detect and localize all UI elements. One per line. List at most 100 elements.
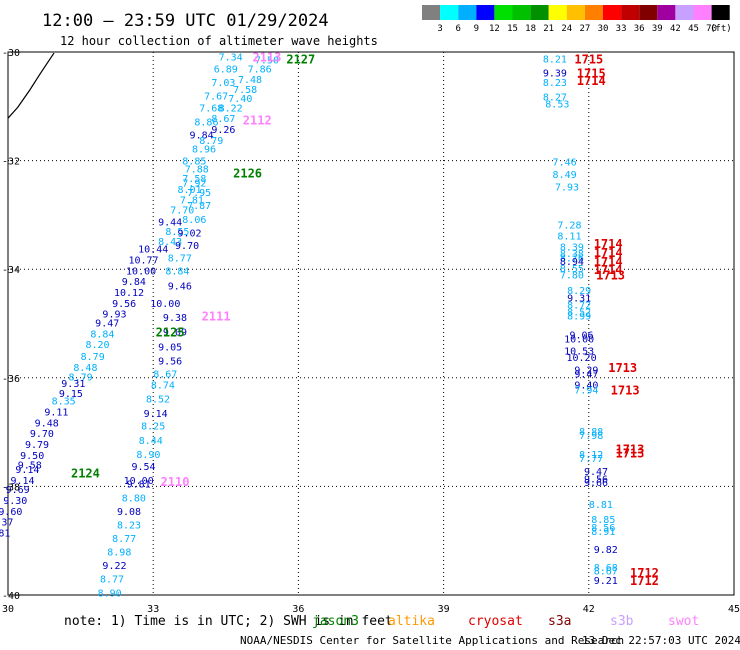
wave-height-value: 7.48 [238,75,262,86]
wave-height-value: 9.39 [543,69,567,80]
wave-height-value: 9.47 [95,318,119,329]
legend-tick-label: 6 [455,24,460,34]
wave-height-value: 8.53 [545,100,569,111]
legend-tick-label: 42 [670,24,681,34]
wave-height-value: 8.49 [553,170,577,181]
satellite-name: s3a [548,614,571,629]
wave-height-value: 8.52 [146,394,170,405]
wave-height-value: 9.81 [0,529,10,540]
wave-height-value: 10.12 [114,288,144,299]
wave-height-value: 9.09 [163,328,187,339]
legend-tick-label: 70 [706,24,717,34]
legend-tick-label: 12 [489,24,500,34]
wave-height-value: 7.80 [560,271,584,282]
pass-id-label: 2110 [161,475,190,489]
wave-height-value: 9.48 [35,418,59,429]
pass-id-label: 1714 [577,74,606,88]
wave-height-value: 8.72 [567,300,591,311]
pass-id-label: 2125 [156,326,185,340]
wave-height-value: 8.21 [543,55,567,66]
wave-height-value: 8.96 [192,145,216,156]
wave-height-value: 9.44 [158,217,182,228]
wave-height-value: 8.43 [158,237,182,248]
color-legend: 3 6 9 12 15 18 21 24 27 30 33 36 39 42 45 70(ft) [422,5,732,34]
lat-tick-label: -40 [2,591,20,602]
legend-swatch [458,5,477,20]
legend-tick-label: 21 [543,24,554,34]
legend-tick-label: 15 [507,24,518,34]
pass-id-label: 1713 [615,442,644,456]
wave-height-value: 9.26 [211,125,235,136]
wave-height-value: 8.88 [579,427,603,438]
lat-lon-grid [7,51,735,596]
legend-tick-label: 39 [652,24,663,34]
pass-id-label: 1714 [594,246,623,260]
wave-height-value: 7.93 [555,183,579,194]
pass-id-label: 2113 [252,50,281,64]
wave-height-value: 10.37 [0,518,13,529]
wave-height-observations: 7.34 7.506.89 7.867.03 7.487.587.67 7.407.68… [0,52,618,599]
wave-height-value: 7.28 [557,221,581,232]
wave-height-value: 9.08 [117,507,141,518]
wave-height-value: 7.98 [579,431,603,442]
legend-unit: (ft) [710,24,732,34]
wave-height-value: 7.40 [228,94,252,105]
satellite-name: altika [388,614,435,629]
legend-swatch [621,5,640,20]
wave-height-value: 9.56 [158,356,182,367]
wave-height-value: 8.06 [182,215,206,226]
wave-height-value: 8.77 [168,253,192,264]
wave-height-value: 8.25 [141,422,165,433]
wave-height-value: 9.38 [163,313,187,324]
legend-swatch [494,5,513,20]
wave-height-value: 8.55 [560,264,584,275]
wave-height-value: 8.74 [151,380,175,391]
wave-height-value: 10.77 [128,255,158,266]
wave-height-value: 8.22 [219,103,243,114]
lon-tick-label: 30 [2,604,14,615]
wave-height-value: 8.38 [560,249,584,260]
axis-ticks: 30 33 36 39 42 45 -30 -32 -34 -36 -38 -40 [2,48,740,615]
legend-tick-label: 18 [525,24,536,34]
lat-tick-label: -32 [2,157,20,168]
pass-id-label: 1712 [630,574,659,588]
wave-height-value: 9.56 [584,474,608,485]
wave-height-value: 9.84 [122,277,146,288]
wave-height-value: 8.79 [199,136,223,147]
wave-height-value: 7.88 [185,165,209,176]
wave-height-value: 7.70 [170,205,194,216]
wave-height-value: 8.27 [543,93,567,104]
wave-height-value: 8.99 [567,311,591,322]
pass-id-label: 1714 [594,263,623,277]
wave-height-value: 8.80 [122,493,146,504]
wave-height-value: 7.86 [248,64,272,75]
legend-swatch [603,5,622,20]
satellite-legend: jason3 altika cryosat s3a s3b swot [312,614,699,629]
wave-height-value: 8.52 [567,308,591,319]
wave-height-value: 10.00 [564,335,594,346]
wave-height-value: 8.56 [591,523,615,534]
legend-tick-label: 3 [437,24,442,34]
wave-height-value: 8.90 [98,588,122,599]
wave-height-value: 7.46 [553,158,577,169]
legend-swatch [639,5,658,20]
pass-id-label: 1714 [594,237,623,251]
pass-id-label: 2124 [71,466,100,480]
map-subtitle: 12 hour collection of altimeter wave hei… [60,34,378,48]
legend-swatch [530,5,549,20]
legend-tick-label: 27 [579,24,590,34]
pass-id-label: 1713 [608,361,637,375]
credit-agency: NOAA/NESDIS Center for Satellite Applica… [240,634,624,647]
wave-height-value: 10.00 [124,476,154,487]
credit-timestamp: 13 Dec 22:57:03 UTC 2024 [582,634,740,647]
pass-id-label: 1712 [630,566,659,580]
pass-id-label: 2112 [243,113,272,127]
lon-tick-label: 39 [438,604,450,615]
wave-height-value: 7.34 [219,52,243,63]
lon-tick-label: 42 [583,604,595,615]
wave-height-value: 8.20 [85,340,109,351]
wave-height-value: 9.11 [44,407,68,418]
wave-height-value: 8.23 [543,78,567,89]
wave-height-value: 8.44 [139,436,163,447]
